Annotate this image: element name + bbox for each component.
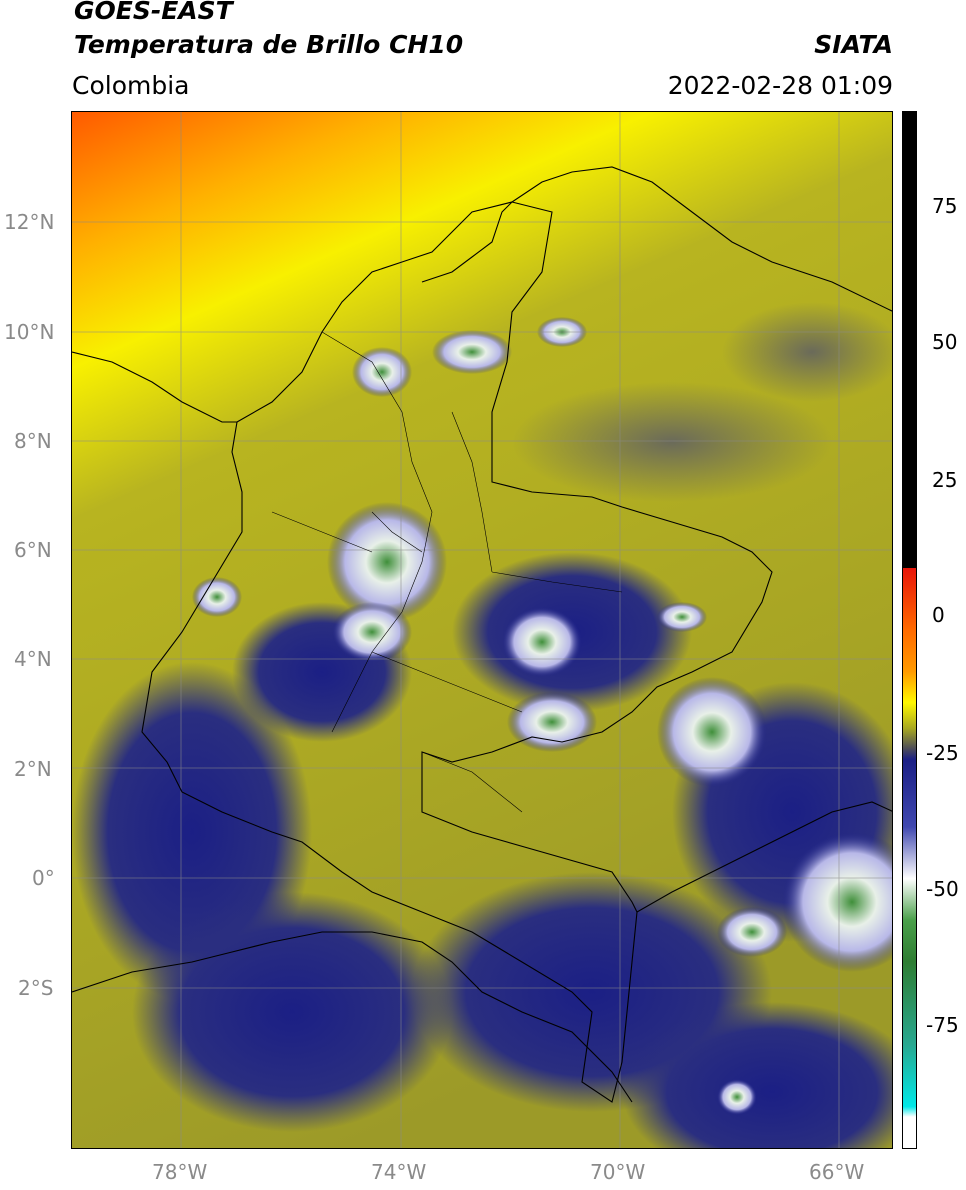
lat-tick: 8°N [14, 429, 52, 453]
lat-tick: 2°N [14, 757, 52, 781]
department-lines [271, 331, 623, 813]
region-label: Colombia [72, 71, 190, 100]
venezuela-border [511, 166, 892, 312]
lat-tick: 6°N [14, 538, 52, 562]
colombia-border [141, 201, 773, 1103]
lon-tick: 66°W [809, 1160, 865, 1184]
lon-tick: 78°W [152, 1160, 208, 1184]
cloud-field [72, 302, 892, 1148]
panama-border [72, 351, 237, 423]
datetime-label: 2022-02-28 01:09 [667, 71, 893, 100]
brightness-temperature-image [72, 112, 892, 1148]
coastline-caribbean [421, 201, 513, 283]
colorbar-tick: 25 [932, 468, 958, 492]
colorbar-tick: -25 [926, 741, 959, 765]
colorbar-tick: -75 [926, 1013, 959, 1037]
satellite-map [71, 111, 893, 1149]
colorbar-tick: 50 [932, 330, 958, 354]
colorbar-tick: -50 [926, 877, 959, 901]
borders [72, 166, 892, 1103]
lon-tick: 74°W [371, 1160, 427, 1184]
lat-tick: 2°S [18, 976, 54, 1000]
source-label: SIATA [814, 30, 893, 59]
lon-tick: 70°W [590, 1160, 646, 1184]
brazil-border [636, 801, 892, 913]
graticule [72, 112, 892, 1148]
colorbar-tick: 75 [932, 194, 958, 218]
lat-tick: 0° [32, 866, 55, 890]
lat-tick: 10°N [4, 320, 55, 344]
colorbar [902, 111, 917, 1149]
product-title: Temperatura de Brillo CH10 [74, 30, 464, 59]
colorbar-tick: 0 [932, 603, 945, 627]
colorbar-gradient [903, 112, 916, 1148]
satellite-title: GOES-EAST [74, 0, 233, 25]
lat-tick: 12°N [4, 210, 55, 234]
ecuador-peru-border [72, 931, 633, 1103]
lat-tick: 4°N [14, 647, 52, 671]
